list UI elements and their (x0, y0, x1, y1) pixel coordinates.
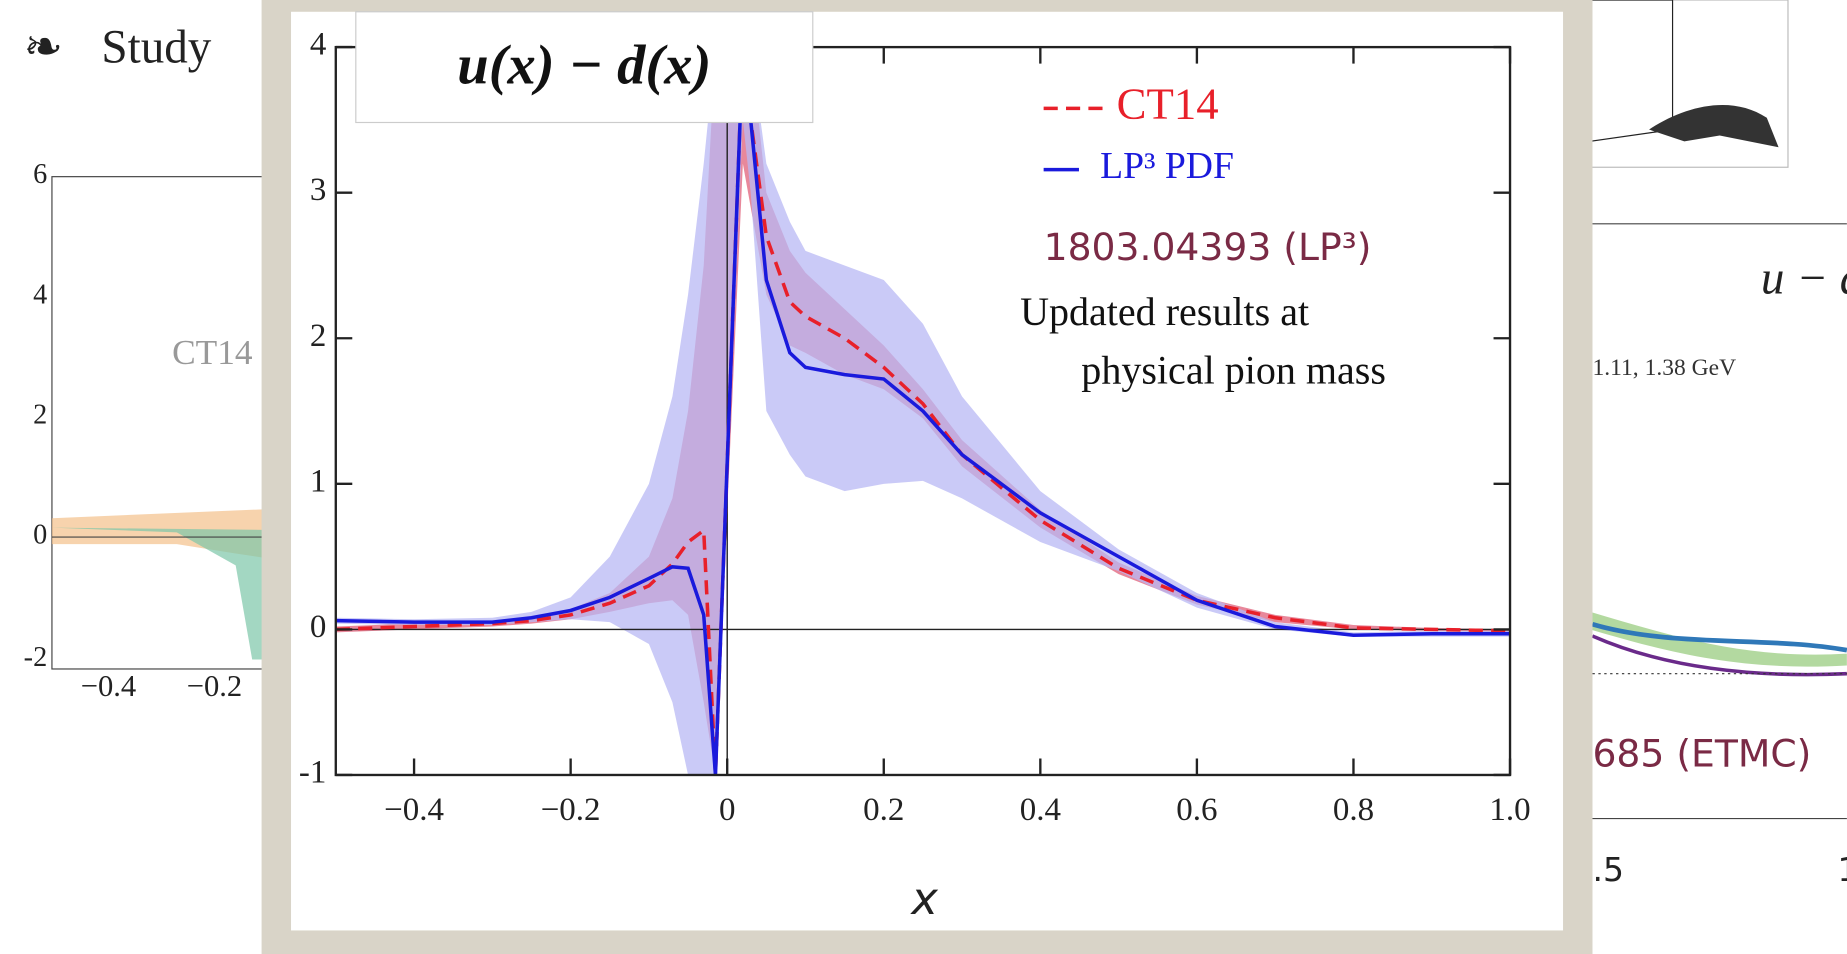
right-subtitle: 1.11, 1.38 GeV (1592, 355, 1736, 381)
x-tick-label: 1.0 (1489, 792, 1530, 828)
x-axis-label: x (909, 872, 938, 925)
right-title: u − d (1761, 252, 1847, 304)
bullet-icon: ❧ (24, 22, 63, 74)
x-tick-label: 0 (719, 792, 735, 828)
left-y-tick: 4 (33, 279, 47, 310)
right-curve (1591, 634, 1847, 677)
left-x-tick: −0.4 (81, 669, 137, 703)
series-line (335, 47, 1511, 775)
x-tick-label: −0.2 (541, 792, 601, 828)
legend-label: LP³ PDF (1100, 145, 1234, 187)
chart-title: u(x) − d(x) (457, 35, 711, 97)
plot-frame (334, 45, 1512, 777)
series-line (335, 47, 1511, 775)
y-tick-label: 1 (310, 463, 326, 499)
left-label: CT14 (172, 333, 253, 372)
y-tick-label: 2 (310, 318, 326, 354)
plot-area (335, 47, 1511, 775)
y-tick-label: -1 (299, 755, 326, 791)
slide-heading: Study (101, 22, 211, 74)
logo-creature (1649, 104, 1779, 148)
y-tick-label: 0 (310, 609, 326, 645)
right-bg (1592, 223, 1847, 819)
logo-block (1589, 0, 1674, 143)
right-tick: 1 (1837, 850, 1847, 889)
left-band (51, 527, 276, 660)
right-tick: .5 (1592, 850, 1623, 889)
x-tick-label: 0.6 (1176, 792, 1217, 828)
left-y-tick: 6 (33, 159, 47, 190)
x-tick-label: 0.4 (1020, 792, 1061, 828)
right-panel: u − d 1.11, 1.38 GeV 685 (ETMC) .5 1 (1591, 223, 1847, 889)
chart: −0.4 −0.2 0 0.2 0.4 0.6 0.8 1.0 -1 0 1 2 3 4 x CT14 LP³ … (299, 27, 1531, 926)
left-y-tick: -2 (24, 642, 48, 673)
left-x-tick: −0.2 (187, 669, 243, 703)
y-tick-label: 4 (310, 27, 326, 63)
legend-label: CT14 (1117, 79, 1219, 129)
right-curve (1591, 621, 1847, 653)
right-reference: 685 (ETMC) (1592, 732, 1811, 776)
x-tick-label: 0.2 (863, 792, 904, 828)
left-y-tick: 2 (33, 399, 47, 430)
annotation: 1803.04393 (LP³) (1044, 225, 1372, 269)
x-tick-label: 0.8 (1333, 792, 1374, 828)
annotation: Updated results at (1020, 289, 1309, 334)
right-band (1592, 612, 1847, 667)
x-tick-label: −0.4 (384, 792, 444, 828)
y-tick-label: 3 (310, 172, 326, 208)
annotation: physical pion mass (1081, 348, 1386, 393)
title-box (355, 11, 814, 124)
left-panel: CT14 (51, 176, 277, 670)
left-y-tick: 0 (33, 520, 47, 551)
